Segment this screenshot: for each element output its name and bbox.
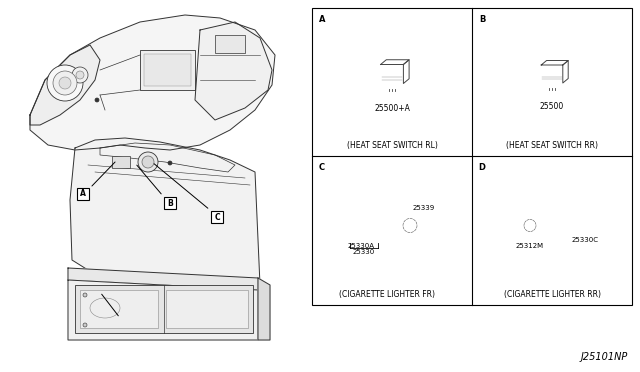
Polygon shape xyxy=(30,45,100,125)
Polygon shape xyxy=(30,15,275,150)
Bar xyxy=(546,66,558,73)
Circle shape xyxy=(353,214,375,237)
Bar xyxy=(381,64,403,83)
Circle shape xyxy=(396,66,398,69)
Polygon shape xyxy=(563,61,568,83)
Circle shape xyxy=(555,66,558,69)
Bar xyxy=(476,14,488,26)
Bar xyxy=(476,162,488,174)
Polygon shape xyxy=(403,60,409,83)
Bar xyxy=(144,54,191,86)
Bar xyxy=(80,290,158,328)
Circle shape xyxy=(360,222,367,229)
Bar xyxy=(541,65,563,83)
Circle shape xyxy=(563,218,577,232)
Bar xyxy=(140,50,195,90)
Circle shape xyxy=(47,65,83,101)
Circle shape xyxy=(168,161,172,165)
Polygon shape xyxy=(68,280,258,340)
Text: (HEAT SEAT SWITCH RR): (HEAT SEAT SWITCH RR) xyxy=(506,141,598,150)
Bar xyxy=(316,14,328,26)
Text: 25312M: 25312M xyxy=(516,243,544,248)
Bar xyxy=(385,65,399,73)
Polygon shape xyxy=(541,61,568,65)
Text: A: A xyxy=(319,16,325,25)
Bar xyxy=(114,319,126,331)
Text: 25500: 25500 xyxy=(540,102,564,111)
Text: B: B xyxy=(167,199,173,208)
Text: B: B xyxy=(479,16,485,25)
Circle shape xyxy=(95,98,99,102)
Circle shape xyxy=(522,218,538,234)
Polygon shape xyxy=(195,22,272,120)
Text: D: D xyxy=(117,321,123,330)
Circle shape xyxy=(59,77,71,89)
Circle shape xyxy=(401,217,419,234)
Circle shape xyxy=(76,71,84,79)
Text: (CIGARETTE LIGHTER RR): (CIGARETTE LIGHTER RR) xyxy=(504,290,600,299)
Text: 25500+A: 25500+A xyxy=(374,104,410,113)
Circle shape xyxy=(83,293,87,297)
Text: C: C xyxy=(214,212,220,221)
Bar xyxy=(166,290,248,328)
Circle shape xyxy=(559,215,581,237)
Text: (HEAT SEAT SWITCH RL): (HEAT SEAT SWITCH RL) xyxy=(347,141,437,150)
Bar xyxy=(547,83,557,89)
Circle shape xyxy=(408,224,412,228)
Text: C: C xyxy=(319,164,325,173)
Text: D: D xyxy=(479,164,486,173)
Circle shape xyxy=(142,156,154,168)
Bar xyxy=(164,197,176,209)
Bar xyxy=(387,83,397,89)
Text: 25330: 25330 xyxy=(353,250,375,256)
Bar xyxy=(312,8,632,305)
Bar xyxy=(215,35,245,53)
Text: 25330A: 25330A xyxy=(348,243,374,248)
Bar xyxy=(75,285,253,333)
Circle shape xyxy=(72,67,88,83)
Circle shape xyxy=(517,212,543,238)
Circle shape xyxy=(83,323,87,327)
Circle shape xyxy=(138,152,158,172)
Text: A: A xyxy=(80,189,86,199)
Polygon shape xyxy=(68,268,258,290)
Circle shape xyxy=(351,212,377,238)
Bar xyxy=(77,188,89,200)
Text: 25339: 25339 xyxy=(413,205,435,212)
Circle shape xyxy=(567,222,573,228)
Text: J25101NP: J25101NP xyxy=(580,352,628,362)
Text: 25330C: 25330C xyxy=(572,237,599,244)
Polygon shape xyxy=(70,138,260,290)
Circle shape xyxy=(396,212,424,240)
Bar xyxy=(211,211,223,223)
Polygon shape xyxy=(381,60,409,64)
Polygon shape xyxy=(258,278,270,340)
Circle shape xyxy=(53,71,77,95)
Text: (CIGARETTE LIGHTER FR): (CIGARETTE LIGHTER FR) xyxy=(339,290,435,299)
Bar xyxy=(112,156,130,168)
Bar xyxy=(316,162,328,174)
Circle shape xyxy=(356,218,372,234)
Circle shape xyxy=(528,224,532,228)
Circle shape xyxy=(561,216,579,235)
